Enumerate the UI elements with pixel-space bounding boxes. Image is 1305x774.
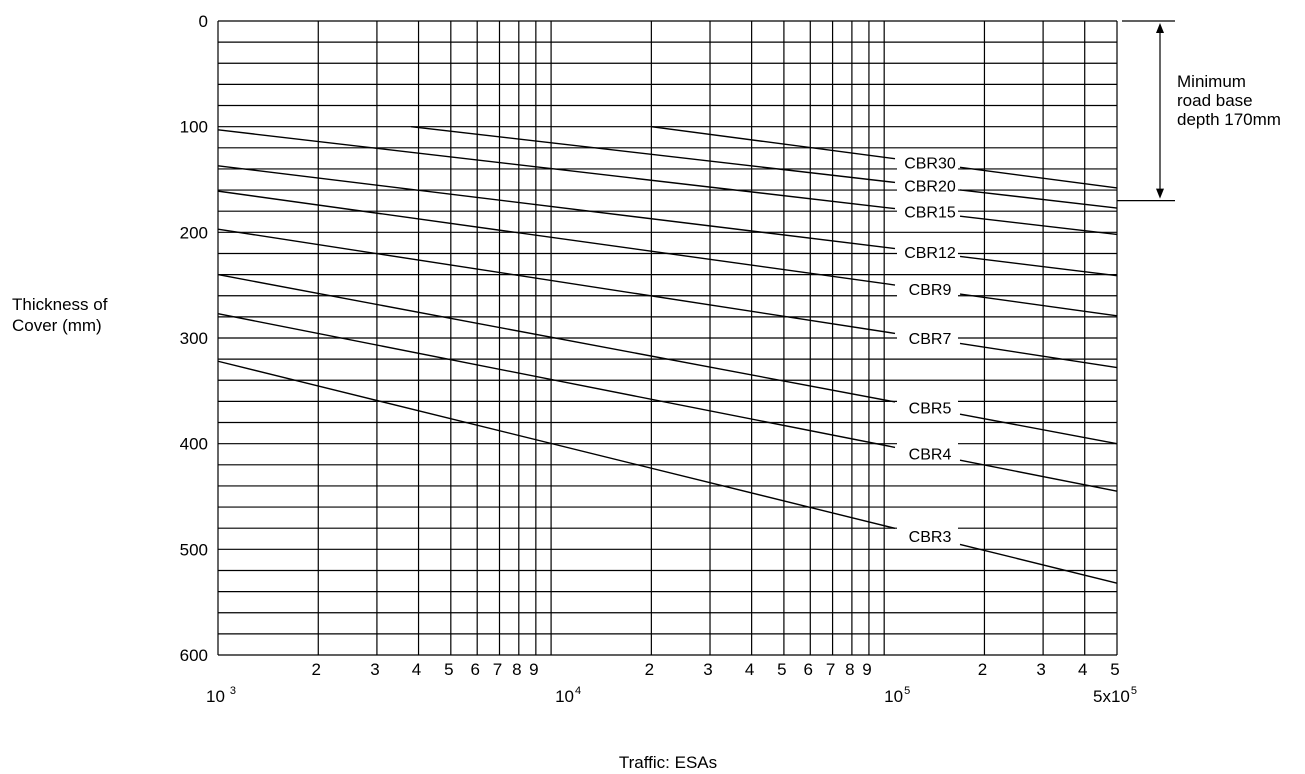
series-line xyxy=(959,459,1118,492)
series-label: CBR4 xyxy=(909,446,952,463)
x-major-label-exponent: 5 xyxy=(1131,685,1137,697)
series-label: CBR20 xyxy=(904,178,956,195)
x-tick-label: 5 xyxy=(777,660,786,679)
y-axis-title-line-2: Cover (mm) xyxy=(12,316,102,335)
series-line xyxy=(959,293,1118,317)
grid xyxy=(217,20,1118,656)
x-major-label: 5x105 xyxy=(1093,685,1137,706)
x-tick-label: 4 xyxy=(745,660,754,679)
series-label-bg xyxy=(897,200,958,221)
x-tick-label: 7 xyxy=(826,660,835,679)
series-line xyxy=(217,190,896,286)
x-tick-label: 3 xyxy=(703,660,712,679)
series-label-bg xyxy=(897,277,958,298)
series-label-bg xyxy=(897,174,958,195)
series-label: CBR15 xyxy=(904,205,956,222)
x-tick-label: 9 xyxy=(529,660,538,679)
series-line xyxy=(217,129,896,210)
series-line xyxy=(651,125,896,160)
series-label-bg xyxy=(897,240,958,261)
series-line xyxy=(959,342,1118,369)
x-tick-label: 6 xyxy=(804,660,813,679)
y-tick-label: 200 xyxy=(180,223,208,242)
x-tick-label: 5 xyxy=(444,660,453,679)
x-tick-label: 4 xyxy=(412,660,421,679)
series-line xyxy=(959,215,1118,236)
annotation-text-line: depth 170mm xyxy=(1177,110,1281,129)
y-tick-label: 0 xyxy=(199,12,208,31)
series-label-bg xyxy=(897,442,958,463)
series-lines: CBR30 CBR20 CBR15 CBR12 CBR9 CBR7 CBR5 CBR4 CBR3 xyxy=(217,125,1118,584)
x-tick-label: 9 xyxy=(862,660,871,679)
annotation-text-line: Minimum xyxy=(1177,72,1246,91)
y-tick-label: 400 xyxy=(180,435,208,454)
series-line xyxy=(959,189,1118,209)
series-line xyxy=(959,413,1118,445)
x-major-label: 104 xyxy=(555,685,581,706)
annotation-arrow-down xyxy=(1156,188,1164,199)
series-label: CBR7 xyxy=(909,331,952,348)
series-line xyxy=(217,165,896,250)
x-tick-label: 4 xyxy=(1078,660,1087,679)
series-label-bg xyxy=(897,326,958,347)
series-line xyxy=(217,313,896,449)
x-tick-label: 8 xyxy=(845,660,854,679)
x-major-label: 105 xyxy=(884,685,910,706)
series-label-bg xyxy=(897,151,958,172)
series-label: CBR12 xyxy=(904,245,956,262)
x-tick-label: 2 xyxy=(312,660,321,679)
x-major-label-exponent: 3 xyxy=(230,685,236,697)
y-tick-label: 600 xyxy=(180,646,208,665)
series-line xyxy=(217,360,896,530)
x-tick-label: 7 xyxy=(493,660,502,679)
y-tick-label: 100 xyxy=(180,118,208,137)
x-tick-label: 2 xyxy=(645,660,654,679)
annotation-arrow-up xyxy=(1156,23,1164,33)
x-axis-title: Traffic: ESAs xyxy=(619,753,717,772)
x-major-label: 10 3 xyxy=(206,685,236,706)
y-tick-label: 500 xyxy=(180,540,208,559)
series-line xyxy=(959,166,1118,189)
y-axis-title-line-1: Thickness of xyxy=(12,295,108,314)
x-major-label-exponent: 4 xyxy=(575,685,581,697)
series-label: CBR30 xyxy=(904,155,956,172)
x-tick-label: 2 xyxy=(978,660,987,679)
x-tick-label: 6 xyxy=(470,660,479,679)
x-tick-label: 3 xyxy=(370,660,379,679)
series-line xyxy=(959,543,1118,584)
x-tick-label: 5 xyxy=(1110,660,1119,679)
y-tick-label: 300 xyxy=(180,329,208,348)
annotation-text-line: road base xyxy=(1177,91,1253,110)
series-line xyxy=(411,125,896,184)
series-label: CBR9 xyxy=(909,282,952,299)
series-label-bg xyxy=(897,524,958,545)
series-line xyxy=(217,273,896,403)
series-label-bg xyxy=(897,396,958,417)
series-line xyxy=(959,255,1118,277)
series-label: CBR5 xyxy=(909,400,952,417)
x-tick-label: 3 xyxy=(1036,660,1045,679)
series-label: CBR3 xyxy=(909,529,952,546)
series-line xyxy=(217,228,896,335)
x-major-label-exponent: 5 xyxy=(904,685,910,697)
x-tick-label: 8 xyxy=(512,660,521,679)
